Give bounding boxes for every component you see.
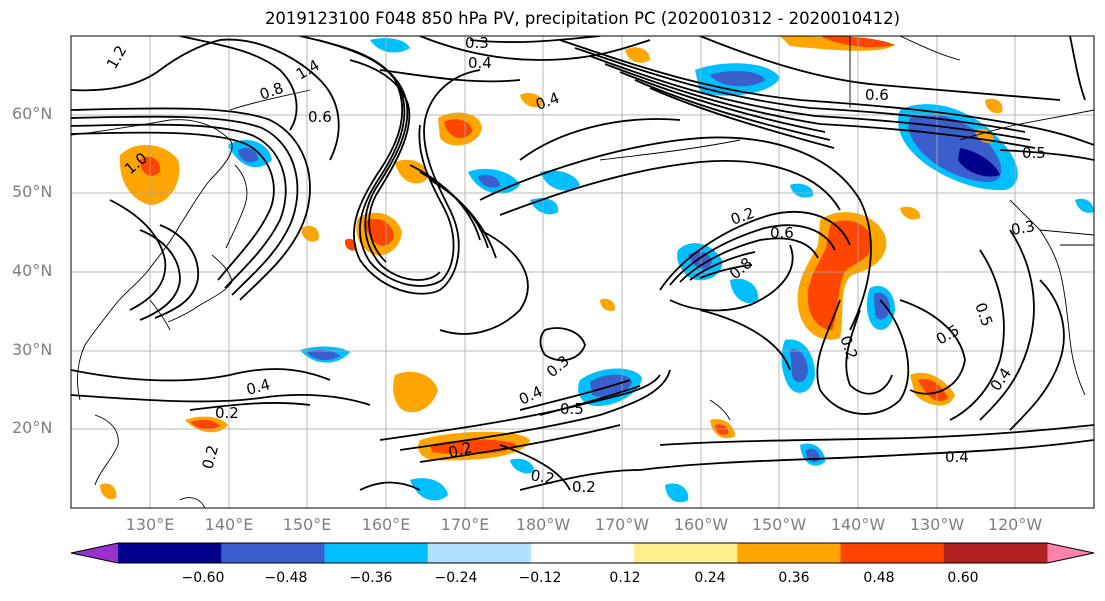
lon-label: 150°E bbox=[282, 515, 332, 534]
colorbar-tick-label: −0.24 bbox=[434, 570, 478, 586]
colorbar-segment bbox=[530, 543, 635, 563]
colorbar bbox=[70, 542, 1095, 564]
colorbar-tick-label: 0.60 bbox=[947, 570, 979, 586]
contour-label: 0.2 bbox=[529, 466, 556, 488]
contour-label: 0.3 bbox=[465, 34, 489, 52]
contour-label: 0.5 bbox=[560, 400, 584, 418]
lon-label: 140°W bbox=[830, 515, 886, 534]
colorbar-segment bbox=[943, 543, 1048, 563]
contour-label: 0.4 bbox=[945, 448, 969, 466]
lon-label: 130°E bbox=[125, 515, 175, 534]
colorbar-tick-label: 0.12 bbox=[609, 570, 641, 586]
colorbar-outline bbox=[70, 542, 1095, 564]
contour-label: 0.6 bbox=[308, 108, 332, 126]
lon-label: 180°W bbox=[515, 515, 571, 534]
contour-label: 0.2 bbox=[446, 438, 474, 462]
precip-shading bbox=[100, 36, 1094, 503]
lat-label: 40°N bbox=[12, 261, 53, 280]
lat-label: 30°N bbox=[12, 340, 53, 359]
colorbar-upper-extension bbox=[1047, 543, 1094, 563]
contour-label: 0.4 bbox=[244, 375, 272, 399]
colorbar-tick-label: −0.12 bbox=[518, 570, 562, 586]
lat-label: 20°N bbox=[12, 418, 53, 437]
colorbar-segment bbox=[840, 543, 945, 563]
colorbar-tick-label: −0.36 bbox=[349, 570, 393, 586]
pv-contours bbox=[71, 36, 1094, 491]
lon-label: 150°W bbox=[751, 515, 807, 534]
colorbar-segment bbox=[324, 543, 429, 563]
colorbar-segment bbox=[737, 543, 842, 563]
page-title: 2019123100 F048 850 hPa PV, precipitatio… bbox=[264, 9, 901, 28]
colorbar-tick-label: 0.24 bbox=[694, 570, 726, 586]
contour-label: 0.6 bbox=[865, 86, 889, 104]
colorbar-tick-label: 0.48 bbox=[863, 570, 895, 586]
colorbar-segment bbox=[221, 543, 325, 563]
lon-label: 130°W bbox=[909, 515, 965, 534]
contour-label: 0.5 bbox=[1022, 144, 1046, 162]
lon-label: 160°W bbox=[673, 515, 729, 534]
contour-label: 0.6 bbox=[770, 224, 794, 242]
lon-label: 170°E bbox=[440, 515, 490, 534]
lat-label: 50°N bbox=[12, 182, 53, 201]
contour-label: 0.4 bbox=[468, 54, 492, 72]
colorbar-tick-label: −0.60 bbox=[181, 570, 225, 586]
colorbar-segment bbox=[634, 543, 738, 563]
lon-label: 140°E bbox=[204, 515, 254, 534]
colorbar-segment bbox=[118, 543, 222, 563]
map-frame bbox=[70, 35, 1095, 509]
lon-label: 170°W bbox=[594, 515, 650, 534]
colorbar-tick-label: 0.36 bbox=[778, 570, 810, 586]
contour-label: 0.2 bbox=[215, 404, 239, 422]
lat-label: 60°N bbox=[12, 104, 53, 123]
contour-label: 0.2 bbox=[198, 443, 222, 471]
lon-label: 120°W bbox=[987, 515, 1043, 534]
colorbar-lower-extension bbox=[71, 543, 118, 563]
contour-label: 0.3 bbox=[1010, 217, 1037, 239]
colorbar-tick-label: −0.48 bbox=[264, 570, 308, 586]
lon-label: 160°E bbox=[361, 515, 411, 534]
contour-label: 0.2 bbox=[572, 478, 596, 496]
colorbar-segment bbox=[427, 543, 532, 563]
